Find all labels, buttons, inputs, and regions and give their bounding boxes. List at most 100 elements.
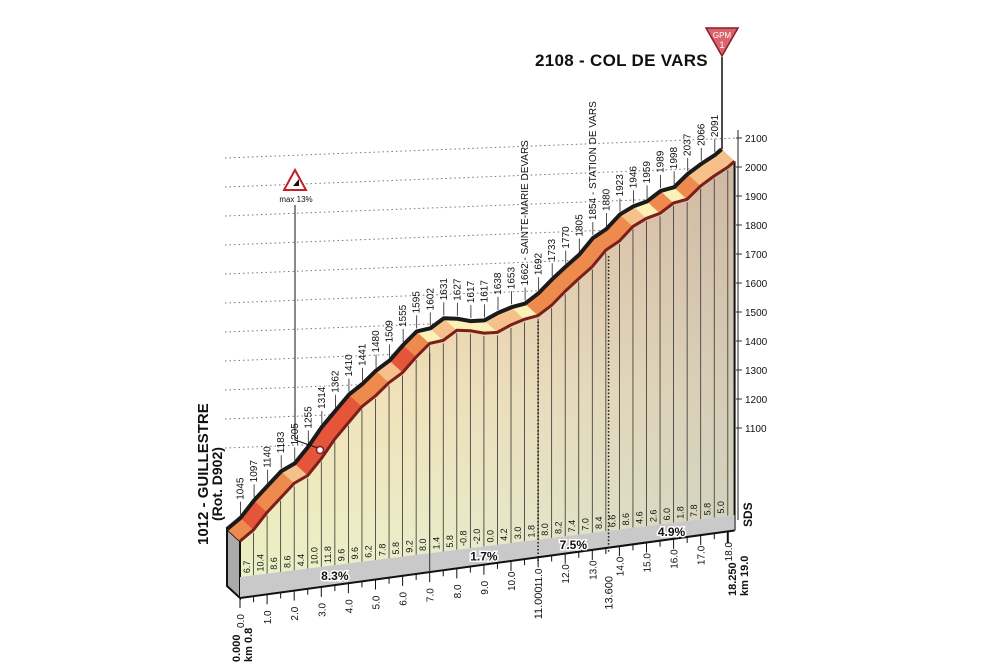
- km-tick-label: 0.0: [236, 614, 247, 628]
- segment-gradient-label: 7.0: [581, 518, 591, 531]
- km-tick-label: 5.0: [372, 595, 383, 609]
- altitude-label: 1959: [642, 161, 653, 184]
- section-marker-label: 11.000: [533, 586, 545, 619]
- max-gradient-label: max 13%: [279, 195, 312, 204]
- front-line: [239, 160, 736, 543]
- km-tick-label: 4.0: [344, 599, 355, 613]
- segment-gradient-label: 10.0: [310, 547, 320, 565]
- altitude-label: 1602: [425, 288, 436, 311]
- gpm-triangle-icon: [704, 27, 740, 58]
- km-tick-label: 6.0: [399, 591, 410, 605]
- km-tick-label: 10.0: [507, 571, 518, 591]
- y-tick-label: 2100: [745, 134, 768, 145]
- segment-gradient-label: 9.6: [350, 547, 360, 560]
- altitude-label: 1617: [479, 280, 490, 303]
- y-tick-label: 1200: [745, 395, 768, 406]
- segment-gradient-label: 9.2: [404, 540, 414, 553]
- altitude-label: 1692: [534, 252, 545, 275]
- y-tick-label: 1600: [745, 279, 768, 290]
- segment-gradient-label: 11.8: [323, 546, 333, 563]
- distance-band: 0.0 1.0 2.0 3.0 4.0 5.0 6.0 7.0 8.0 9.0 10.0 11.0 12…: [236, 256, 735, 628]
- profile-fill: [226, 161, 736, 601]
- altitude-label: 1923: [615, 174, 626, 197]
- segment-gradient-label: 6.2: [364, 545, 374, 558]
- end-distance: 18.250 km 19.0: [727, 556, 751, 596]
- distance-band-area: [240, 514, 735, 598]
- segment-gradient-label: -2.0: [472, 529, 482, 545]
- segment-gradient-label: 6.7: [242, 561, 252, 574]
- altitude-label: 1617: [466, 280, 477, 303]
- altitude-label: 1998: [669, 147, 680, 170]
- segment-gradient-label: 8.4: [594, 516, 604, 529]
- y-tick-label: 1900: [745, 192, 768, 203]
- gradient-ribbon: [225, 147, 736, 543]
- chart-title: 2108 - COL DE VARS: [535, 51, 708, 70]
- segment-gradient-label: 6.6: [608, 515, 618, 528]
- km-tick-label: 13.0: [588, 560, 599, 580]
- distance-axis: [239, 529, 735, 599]
- km-tick-label: 3.0: [317, 603, 328, 617]
- altitude-label: 1140: [263, 446, 274, 468]
- section-average-label: 8.3%: [321, 569, 349, 583]
- max-gradient-marker: max 13%: [279, 167, 313, 204]
- altitude-label: 1989: [656, 150, 667, 173]
- altitude-label: 1441: [358, 343, 369, 366]
- altitude-label: 1627: [452, 278, 463, 301]
- section-average-label: 4.9%: [658, 525, 686, 539]
- segment-gradient-label: 8.0: [540, 523, 550, 536]
- segment-gradient-label: 8.2: [553, 522, 563, 535]
- segment-gradient-label: 4.6: [635, 511, 645, 524]
- segment-gradient-label: 7.8: [689, 505, 699, 518]
- end-distance-value: 18.250: [727, 562, 739, 596]
- segment-gradient-label: 1.8: [526, 525, 536, 538]
- segment-gradient-label: 3.0: [513, 527, 523, 540]
- segment-gradient-label: 5.8: [702, 503, 712, 516]
- altitude-label: 1362: [330, 370, 341, 393]
- km-tick-label: 14.0: [615, 556, 626, 576]
- profile-shade: [240, 161, 735, 578]
- gpm-label: GPM: [713, 31, 732, 40]
- max-gradient-point: [315, 445, 325, 455]
- section-marker-label: 13.600: [604, 576, 616, 610]
- altitude-label: 1410: [344, 354, 355, 377]
- km-tick-label: 9.0: [480, 580, 491, 594]
- km-tick-label: 1.0: [263, 610, 274, 624]
- altitude-label: 1733: [547, 239, 558, 262]
- segment-gradient-label: 10.4: [255, 554, 265, 572]
- altitude-label: 1805: [574, 214, 585, 237]
- km-tick-label: 7.0: [426, 588, 437, 602]
- km-tick-label: 8.0: [453, 584, 464, 598]
- y-tick-label: 1300: [745, 366, 768, 377]
- altitude-label: 1097: [249, 460, 260, 483]
- altitude-label: 1314: [317, 386, 328, 409]
- section-average-label: 1.7%: [470, 550, 498, 564]
- gpm-category: 1: [719, 40, 724, 50]
- section-average-label: 7.5%: [560, 538, 588, 552]
- altitude-label: 1631: [439, 278, 450, 301]
- altitude-label: 1946: [629, 166, 640, 189]
- gridline: [224, 166, 739, 188]
- km-tick-label: 12.0: [561, 564, 572, 584]
- altitude-label: 1770: [561, 226, 572, 249]
- y-tick-label: 1800: [745, 221, 768, 232]
- steep-warning-icon: [282, 167, 308, 191]
- end-km-value: km 19.0: [739, 556, 751, 596]
- y-tick-label: 1400: [745, 337, 768, 348]
- segment-gradient-label: 1.8: [675, 506, 685, 519]
- y-tick-label: 2000: [745, 163, 768, 174]
- segment-gradient-label: 5.8: [445, 535, 455, 548]
- segment-gradient-label: 8.6: [269, 557, 279, 570]
- segment-gradient-label: 0.0: [486, 530, 496, 543]
- altitude-label: 1653: [507, 267, 518, 290]
- ridge-line: [225, 147, 723, 531]
- segment-gradient-label: 6.0: [662, 508, 672, 521]
- gridline: [224, 137, 739, 159]
- gpm-badge: GPM 1: [704, 27, 740, 58]
- segment-gradient-label: 5.0: [716, 501, 726, 514]
- altitude-label: 1255: [303, 406, 314, 429]
- altitude-label: 2037: [683, 133, 694, 156]
- start-distance-value: 0.000: [231, 634, 243, 662]
- altitude-label: 1509: [385, 320, 396, 343]
- altitude-label: 1638: [493, 272, 504, 295]
- altitude-label: 1854 - STATION DE VARS: [588, 101, 599, 220]
